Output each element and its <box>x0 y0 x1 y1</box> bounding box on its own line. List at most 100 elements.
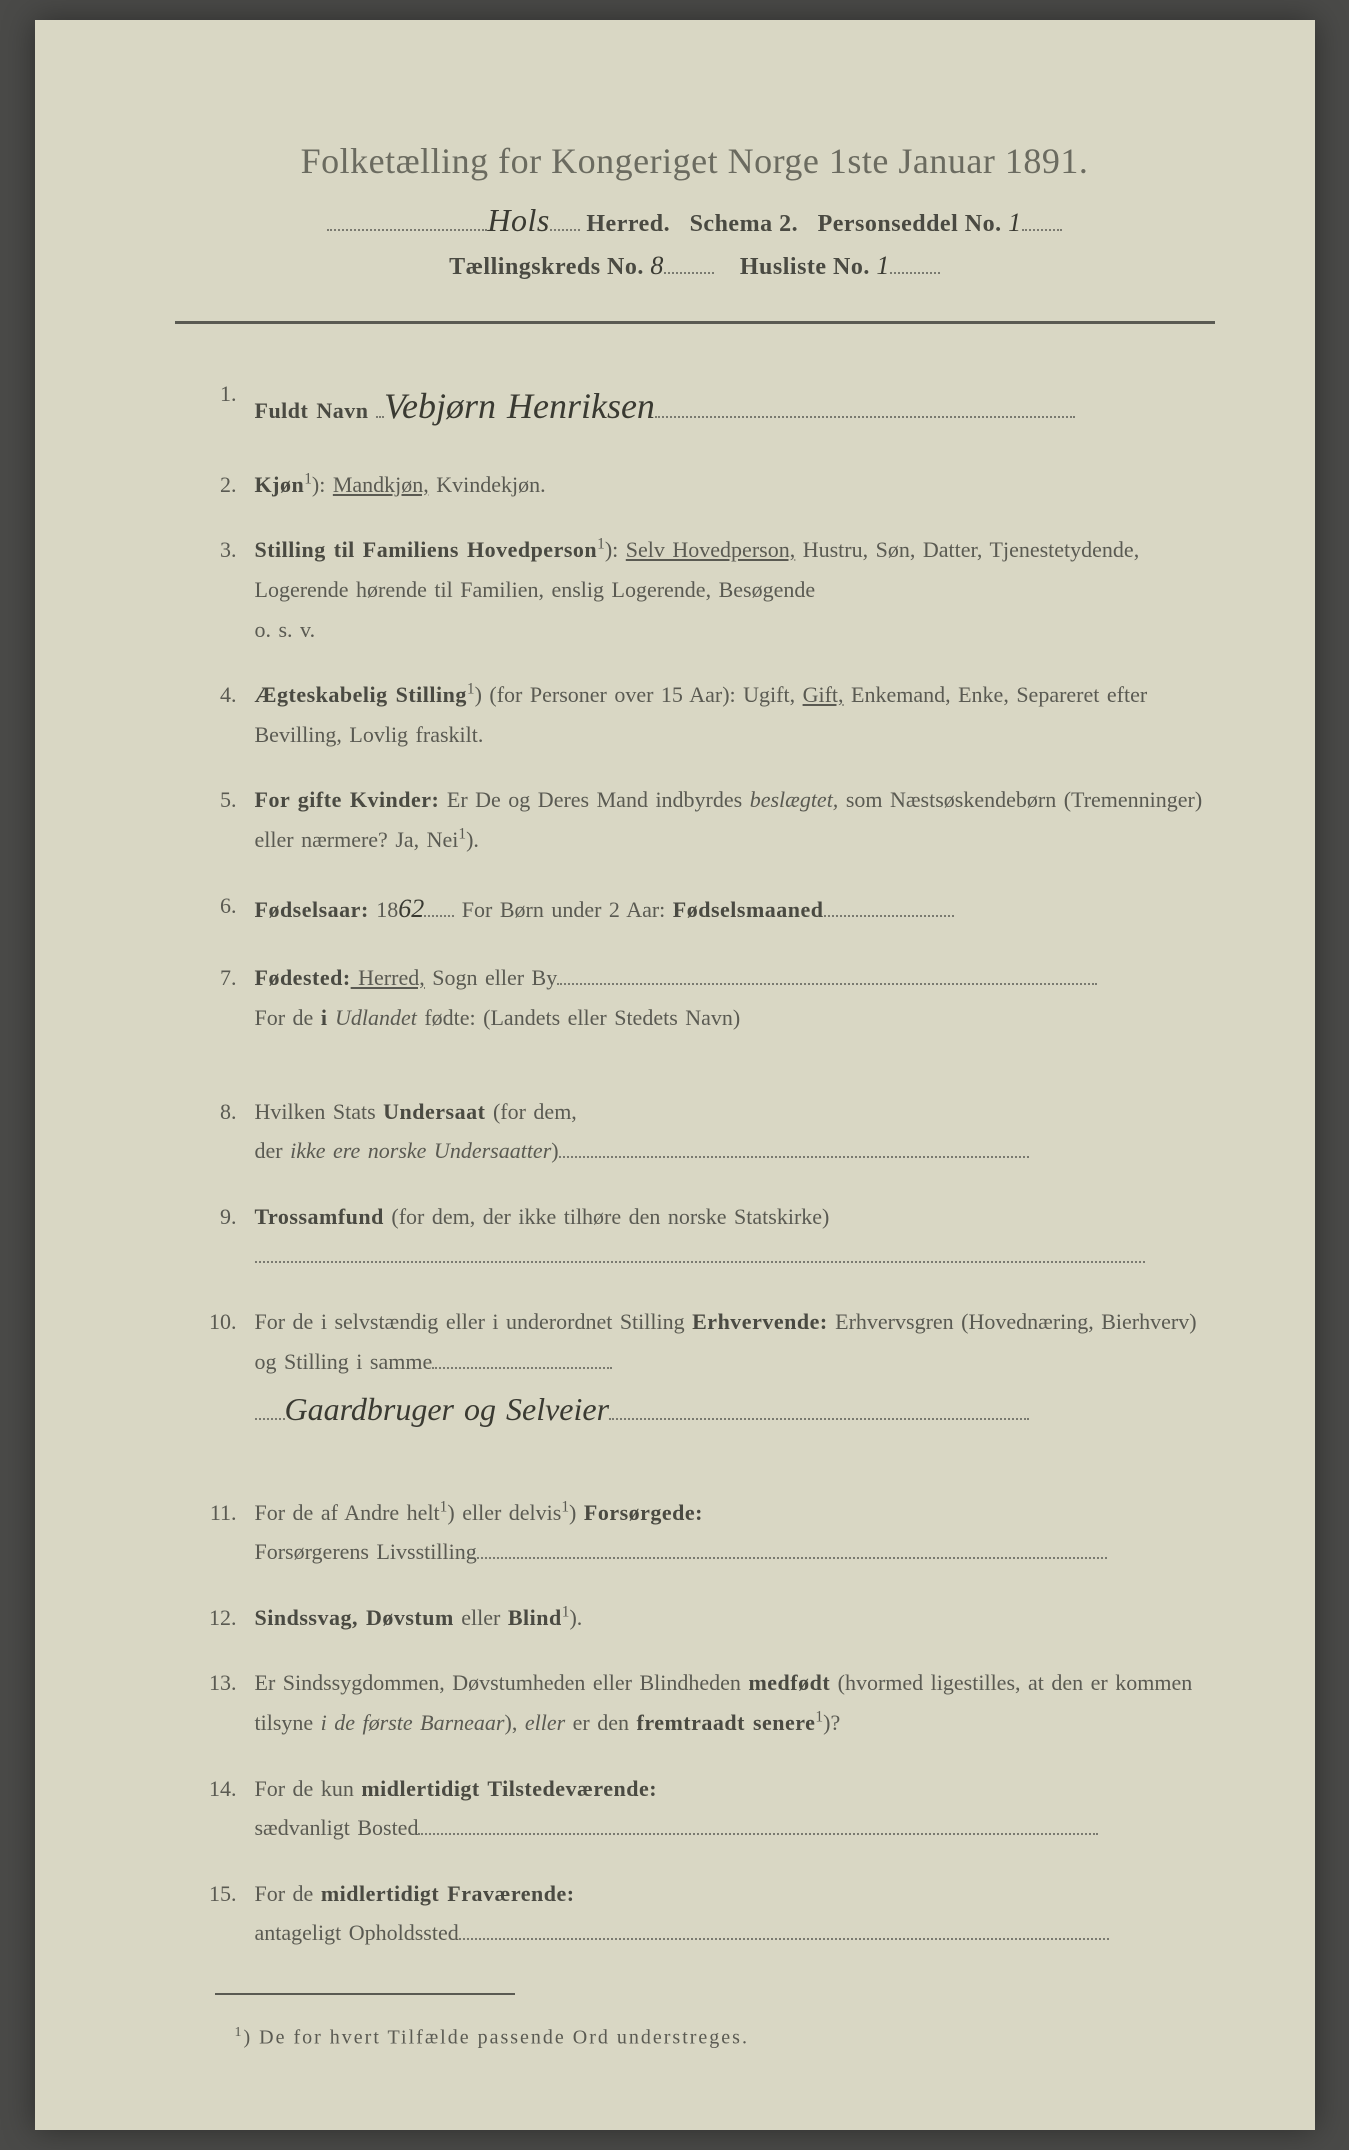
item-num: 14. <box>205 1769 255 1848</box>
text: For de <box>255 1005 321 1030</box>
text: For de kun <box>255 1776 362 1801</box>
text: )? <box>823 1710 840 1735</box>
options-tail: o. s. v. <box>255 617 316 642</box>
text: ): <box>312 472 333 497</box>
text: ) <box>551 1138 558 1163</box>
text: der <box>255 1138 291 1163</box>
item-14: 14. For de kun midlertidigt Tilstedevære… <box>205 1769 1215 1848</box>
schema-label: Schema 2. <box>690 211 799 237</box>
text: er den <box>565 1710 636 1735</box>
field-label: medfødt <box>748 1670 830 1695</box>
item-num: 7. <box>205 958 255 1037</box>
header-separator <box>175 321 1215 324</box>
field-label: Stilling til Familiens Hovedperson <box>255 537 598 562</box>
item-num: 6. <box>205 886 255 933</box>
item-num: 9. <box>205 1197 255 1276</box>
text: (for dem, der ikke tilhøre den norske St… <box>384 1204 829 1229</box>
sup: 1 <box>467 681 475 698</box>
item-num: 3. <box>205 530 255 649</box>
field-label: Ægteskabelig Stilling <box>255 682 467 707</box>
item-num: 15. <box>205 1874 255 1953</box>
item-1: 1. Fuldt Navn Vebjørn Henriksen <box>205 374 1215 439</box>
text: ): <box>605 537 626 562</box>
item-body: For de af Andre helt1) eller delvis1) Fo… <box>255 1493 1215 1572</box>
herred-label: Herred. <box>586 211 670 237</box>
field-label: Forsørgede: <box>584 1500 703 1525</box>
item-11: 11. For de af Andre helt1) eller delvis1… <box>205 1493 1215 1572</box>
husliste-label: Husliste No. <box>740 254 870 280</box>
name-handwritten: Vebjørn Henriksen <box>384 374 655 439</box>
form-header: Folketælling for Kongeriget Norge 1ste J… <box>175 140 1215 281</box>
item-body: Er Sindssygdommen, Døvstumheden eller Bl… <box>255 1663 1215 1742</box>
item-body: Kjøn1): Mandkjøn, Kvindekjøn. <box>255 465 1215 505</box>
personseddel-label: Personseddel No. <box>818 211 1002 237</box>
sup: 1 <box>561 1498 569 1515</box>
text: (for dem, <box>485 1099 576 1124</box>
field-label: Fuldt Navn <box>255 398 369 423</box>
item-15: 15. For de midlertidigt Fraværende: anta… <box>205 1874 1215 1953</box>
item-num: 8. <box>205 1092 255 1171</box>
herred-line: Hols Herred. Schema 2. Personseddel No. … <box>175 202 1215 239</box>
item-body: For de kun midlertidigt Tilstedeværende:… <box>255 1769 1215 1848</box>
items-list: 1. Fuldt Navn Vebjørn Henriksen 2. Kjøn1… <box>175 374 1215 1953</box>
kreds-line: Tællingskreds No. 8 Husliste No. 1 <box>175 251 1215 281</box>
item-7: 7. Fødested: Herred, Sogn eller By For d… <box>205 958 1215 1037</box>
item-body: Fuldt Navn Vebjørn Henriksen <box>255 374 1215 439</box>
item-body: Fødested: Herred, Sogn eller By For de i… <box>255 958 1215 1037</box>
footnote-text: ) De for hvert Tilfælde passende Ord und… <box>244 2027 749 2049</box>
item-13: 13. Er Sindssygdommen, Døvstumheden elle… <box>205 1663 1215 1742</box>
herred-handwritten: Hols <box>487 202 549 239</box>
form-title: Folketælling for Kongeriget Norge 1ste J… <box>175 140 1215 182</box>
text: Sogn eller By <box>425 965 558 990</box>
text: Forsørgerens Livsstilling <box>255 1539 477 1564</box>
item-num: 4. <box>205 675 255 754</box>
text: For de i selvstændig eller i underordnet… <box>255 1309 693 1334</box>
text: For de <box>255 1881 321 1906</box>
item-body: For de i selvstændig eller i underordnet… <box>255 1302 1215 1439</box>
husliste-no: 1 <box>876 251 890 281</box>
field-label: Trossamfund <box>255 1204 384 1229</box>
item-12: 12. Sindssvag, Døvstum eller Blind1). <box>205 1598 1215 1638</box>
text: For Børn under 2 Aar: <box>454 897 673 922</box>
text: ) (for Personer over 15 Aar): Ugift, <box>475 682 803 707</box>
census-form-page: Folketælling for Kongeriget Norge 1ste J… <box>35 20 1315 2130</box>
footnote: 1) De for hvert Tilfælde passende Ord un… <box>235 2025 1215 2050</box>
field-label: Sindssvag, Døvstum <box>255 1605 454 1630</box>
field-label: Undersaat <box>383 1099 485 1124</box>
text: fødte: (Landets eller Stedets Navn) <box>417 1005 740 1030</box>
text: Er De og Deres Mand indbyrdes <box>439 787 749 812</box>
text: ). <box>569 1605 582 1630</box>
text: eller <box>454 1605 508 1630</box>
field-label: Erhvervende: <box>692 1309 828 1334</box>
field-label: Kjøn <box>255 472 305 497</box>
item-body: Trossamfund (for dem, der ikke tilhøre d… <box>255 1197 1215 1276</box>
field-label: midlertidigt Tilstedeværende: <box>361 1776 657 1801</box>
footer-separator <box>215 1993 515 1995</box>
option-selected: Gift, <box>803 682 844 707</box>
sup: 1 <box>304 470 312 487</box>
item-body: Hvilken Stats Undersaat (for dem, der ik… <box>255 1092 1215 1171</box>
item-4: 4. Ægteskabelig Stilling1) (for Personer… <box>205 675 1215 754</box>
year-handwritten: 62 <box>398 886 424 933</box>
field-label: Fødselsmaaned <box>673 897 824 922</box>
item-num: 12. <box>205 1598 255 1638</box>
item-body: Stilling til Familiens Hovedperson1): Se… <box>255 530 1215 649</box>
item-2: 2. Kjøn1): Mandkjøn, Kvindekjøn. <box>205 465 1215 505</box>
item-5: 5. For gifte Kvinder: Er De og Deres Man… <box>205 780 1215 859</box>
personseddel-no: 1 <box>1008 208 1022 238</box>
sup: 1 <box>815 1709 823 1726</box>
item-body: For gifte Kvinder: Er De og Deres Mand i… <box>255 780 1215 859</box>
italic-text: i de første Barneaar <box>321 1710 505 1735</box>
text: For de af Andre helt <box>255 1500 440 1525</box>
item-body: Sindssvag, Døvstum eller Blind1). <box>255 1598 1215 1638</box>
kreds-label: Tællingskreds No. <box>449 254 644 280</box>
italic-text: eller <box>525 1710 565 1735</box>
item-9: 9. Trossamfund (for dem, der ikke tilhør… <box>205 1197 1215 1276</box>
option-selected: Selv Hovedperson, <box>626 537 795 562</box>
field-label: fremtraadt senere <box>637 1710 816 1735</box>
text: ) eller delvis <box>447 1500 561 1525</box>
sup: 1 <box>597 536 605 553</box>
text: Er Sindssygdommen, Døvstumheden eller Bl… <box>255 1670 749 1695</box>
kreds-no: 8 <box>650 251 664 281</box>
text: ), <box>505 1710 525 1735</box>
